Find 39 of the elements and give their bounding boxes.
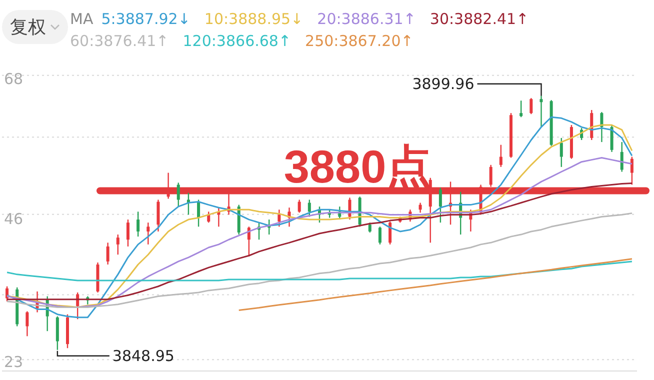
candlestick — [56, 316, 59, 351]
candlestick — [26, 310, 29, 337]
candlestick — [126, 218, 130, 248]
candlestick — [298, 199, 301, 214]
candlestick — [378, 226, 382, 246]
candlestick — [308, 199, 311, 218]
candlestick — [620, 141, 624, 172]
text: 120:3866.68↑ — [182, 32, 292, 50]
candlestick — [156, 199, 160, 232]
annotation: 46 — [4, 210, 24, 228]
candlestick — [560, 137, 563, 168]
text: 10:3888.95↓ — [204, 10, 304, 28]
text: 30:3882.41↑ — [430, 10, 529, 28]
candlestick — [630, 156, 634, 186]
text: 250:3867.20↑ — [305, 32, 414, 50]
text: 20:3886.31↑ — [317, 10, 416, 28]
candlestick — [520, 100, 523, 118]
candlestick — [106, 242, 110, 266]
legend-title: MA — [70, 10, 94, 28]
candlestick — [388, 220, 392, 246]
candlestick — [146, 222, 150, 246]
candlestick — [418, 202, 422, 214]
candlestick — [540, 95, 543, 128]
candlestick — [530, 97, 533, 115]
candlestick — [176, 182, 180, 208]
candlestick — [197, 199, 200, 228]
candlestick — [278, 209, 281, 228]
candlestick — [136, 211, 140, 238]
candlestick — [499, 144, 502, 168]
text: 60:3876.41↑ — [70, 32, 169, 50]
text: 5:3887.92↓ — [101, 10, 190, 28]
candlestick — [438, 187, 442, 224]
text: 复权 — [10, 16, 46, 39]
candlestick — [116, 234, 120, 256]
annotation: 3848.95 — [112, 346, 174, 365]
text: 68 — [4, 70, 24, 88]
text: 3899.96 — [412, 74, 474, 93]
candlestick — [368, 222, 372, 234]
text: 23 — [4, 353, 24, 371]
